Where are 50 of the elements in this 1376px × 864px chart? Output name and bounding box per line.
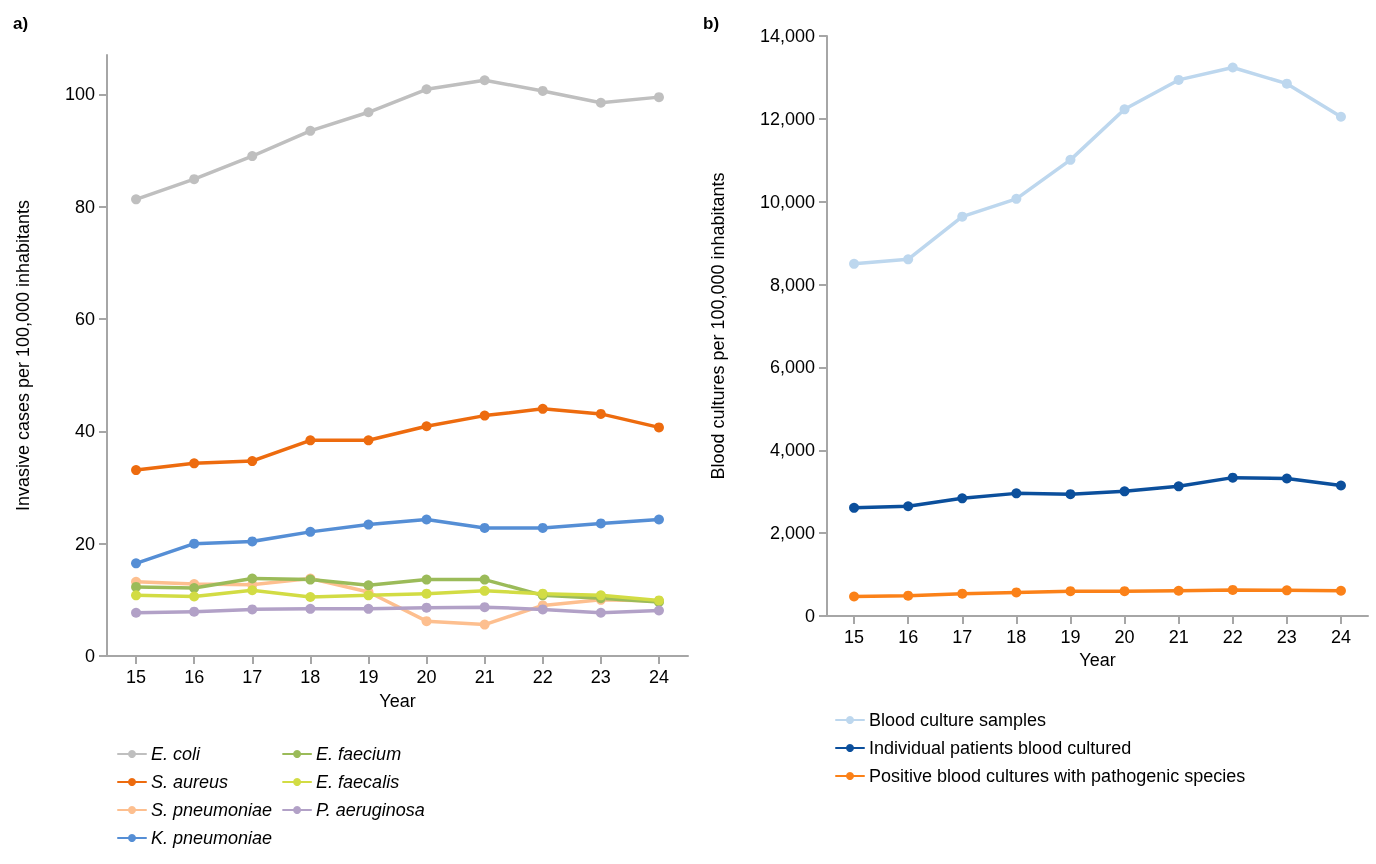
y-tick-label: 8,000: [769, 274, 815, 295]
x-axis-title: Year: [379, 691, 416, 711]
x-tick-label: 21: [474, 667, 495, 687]
chart-title: a): [13, 14, 29, 33]
x-tick-label: 18: [1006, 627, 1027, 647]
y-tick-label: 12,000: [759, 108, 815, 129]
x-tick-label: 23: [590, 667, 611, 687]
y-tick-label: 80: [74, 196, 95, 217]
y-tick-label: 14,000: [759, 26, 815, 46]
legend-label: S. pneumoniae: [151, 800, 273, 820]
y-tick-label: 40: [74, 421, 95, 442]
legend-label: E. faecalis: [316, 772, 400, 792]
y-tick-label: 4,000: [769, 440, 815, 461]
legend-label: Blood culture samples: [869, 710, 1047, 730]
x-tick-label: 19: [358, 667, 379, 687]
x-tick-label: 22: [532, 667, 553, 687]
y-axis-title: Blood cultures per 100,000 inhabitants: [708, 172, 728, 480]
y-tick-label: 20: [74, 533, 95, 554]
y-tick-label: 0: [804, 606, 815, 626]
x-tick-label: 22: [1222, 627, 1243, 647]
y-tick-label: 6,000: [769, 357, 815, 378]
y-tick-label: 2,000: [769, 523, 815, 544]
x-tick-label: 16: [898, 627, 919, 647]
x-tick-label: 23: [1276, 627, 1297, 647]
x-tick-label: 20: [416, 667, 437, 687]
x-axis-title: Year: [1079, 649, 1116, 670]
x-tick-label: 17: [952, 627, 973, 647]
x-tick-label: 18: [300, 667, 321, 687]
legend-label: K. pneumoniae: [151, 828, 273, 848]
x-tick-label: 15: [844, 627, 865, 647]
y-tick-label: 100: [64, 84, 95, 105]
legend-label: S. aureus: [151, 772, 229, 792]
legend-label: Individual patients blood cultured: [869, 738, 1132, 758]
x-tick-label: 24: [1330, 627, 1351, 647]
x-tick-label: 21: [1168, 627, 1189, 647]
legend-label: Positive blood cultures with pathogenic species: [869, 766, 1246, 786]
y-tick-label: 60: [74, 308, 95, 329]
x-tick-label: 19: [1060, 627, 1081, 647]
y-tick-label: 0: [84, 646, 95, 666]
legend-label: E. coli: [151, 744, 202, 764]
x-tick-label: 20: [1114, 627, 1135, 647]
x-tick-label: 15: [126, 667, 147, 687]
x-tick-label: 17: [242, 667, 263, 687]
legend-label: E. faecium: [316, 744, 402, 764]
y-tick-label: 10,000: [759, 191, 815, 212]
legend-label: P. aeruginosa: [316, 800, 425, 820]
x-tick-label: 24: [648, 667, 669, 687]
chart-title: b): [703, 14, 720, 33]
y-axis-title: Invasive cases per 100,000 inhabitants: [13, 199, 33, 512]
x-tick-label: 16: [184, 667, 205, 687]
